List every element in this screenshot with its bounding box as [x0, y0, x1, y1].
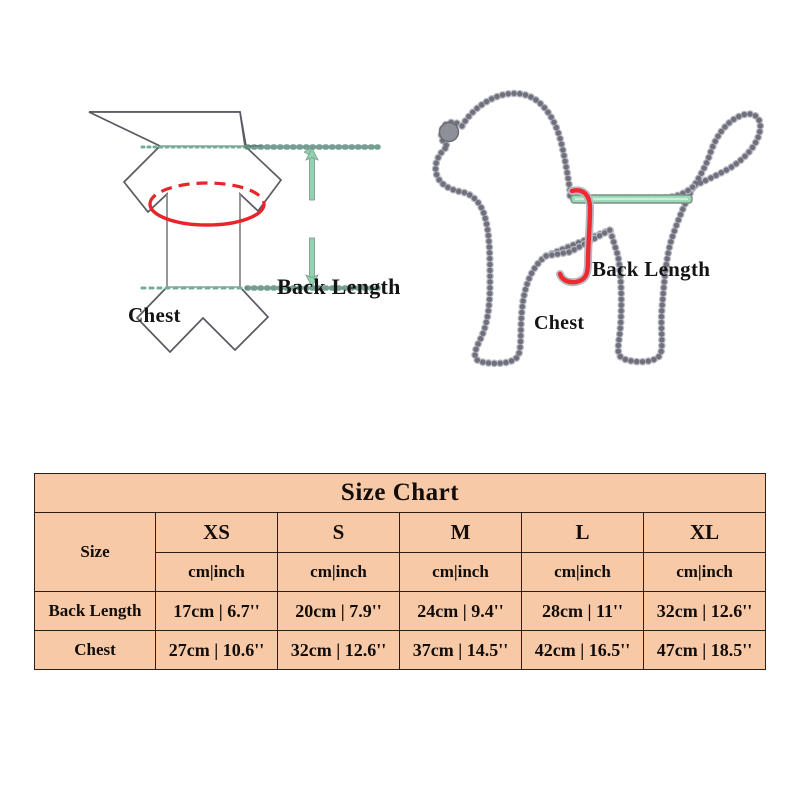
size-chart-table: Size Chart Size XS S M L XL cm|inch cm|i… [33, 473, 767, 670]
unit-header-l: cm|inch [521, 551, 644, 592]
back-length-s: 20cm | 7.9'' [277, 591, 400, 631]
pet-shirt-diagram [88, 111, 381, 354]
dog-diagram: .bead { fill: none; stroke: #70707d; str… [431, 89, 765, 368]
shirt-back-length-label: Back Length [277, 274, 401, 299]
shirt-back-length-arrows [306, 148, 319, 288]
size-chart-title: Size Chart [33, 473, 767, 513]
row-label-chest: Chest [34, 630, 156, 670]
back-length-l: 28cm | 11'' [521, 591, 644, 631]
unit-header-m: cm|inch [399, 551, 522, 592]
shirt-chest-ellipse [148, 181, 266, 227]
dog-outline [431, 89, 765, 368]
shirt-chest-label: Chest [128, 303, 181, 327]
chest-xl: 47cm | 18.5'' [642, 630, 767, 670]
back-length-xs: 17cm | 6.7'' [155, 591, 278, 631]
chest-l: 42cm | 16.5'' [521, 630, 644, 670]
chest-m: 37cm | 14.5'' [399, 630, 522, 670]
unit-header-xl: cm|inch [642, 551, 767, 592]
chest-xs: 27cm | 10.6'' [155, 630, 278, 670]
table-row-size-headers: Size XS S M L XL [34, 512, 767, 592]
size-header-xl: XL [642, 512, 767, 553]
size-header-m: M [399, 512, 522, 553]
dog-chest-label: Chest [534, 312, 585, 334]
table-row-chest: Chest 27cm | 10.6'' 32cm | 12.6'' 37cm |… [34, 630, 767, 670]
size-chart-table-wrapper: Size Chart Size XS S M L XL cm|inch cm|i… [33, 473, 767, 670]
size-header-xs: XS [155, 512, 278, 553]
table-row-back-length: Back Length 17cm | 6.7'' 20cm | 7.9'' 24… [34, 591, 767, 631]
table-row-unit-headers: cm|inch cm|inch cm|inch cm|inch cm|inch [35, 551, 767, 592]
back-length-xl: 32cm | 12.6'' [642, 591, 767, 631]
dog-nose-icon [438, 121, 460, 143]
diagram-area: .bead { fill: none; stroke: #70707d; str… [0, 60, 800, 450]
size-header-l: L [521, 512, 644, 553]
unit-header-s: cm|inch [277, 551, 400, 592]
back-length-m: 24cm | 9.4'' [399, 591, 522, 631]
unit-header-xs: cm|inch [155, 551, 278, 592]
chest-s: 32cm | 12.6'' [277, 630, 400, 670]
size-header-s: S [277, 512, 400, 553]
dog-back-length-bar [570, 194, 693, 204]
dog-chest-loop [556, 186, 595, 287]
dog-back-length-label: Back Length [592, 257, 711, 281]
table-row-title: Size Chart [33, 473, 767, 513]
size-corner-label: Size [34, 512, 156, 592]
row-label-back-length: Back Length [34, 591, 156, 631]
